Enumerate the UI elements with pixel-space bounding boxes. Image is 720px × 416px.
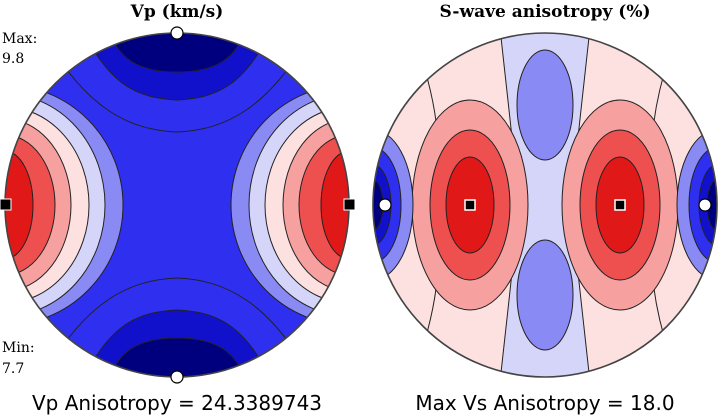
swave-min-marker — [698, 198, 712, 212]
swave-stereonet-outline — [372, 32, 718, 378]
swave-max-marker — [464, 199, 476, 211]
vp-min-label: Min: — [2, 340, 35, 356]
vp-band — [107, 33, 247, 73]
swave-max-marker — [614, 199, 626, 211]
vp-max-marker — [343, 198, 356, 211]
vp-contour-fills — [5, 33, 349, 377]
vp-anisotropy-caption: Vp Anisotropy = 24.3389743 — [32, 391, 322, 415]
vp-min-marker — [170, 26, 184, 40]
vp-max-label: Max: — [2, 31, 37, 47]
swave-panel: S-wave anisotropy (%) Max Vs Anisotropy … — [372, 2, 718, 415]
vp-band — [298, 134, 349, 276]
swave-band — [373, 147, 402, 263]
swave-contour-fills — [373, 33, 717, 377]
swave-min-marker — [378, 198, 392, 212]
swave-extrema-markers — [378, 198, 712, 212]
vp-contour-map — [5, 33, 349, 377]
vp-min-marker — [170, 370, 184, 384]
vp-panel: Vp (km/s) Max: 9.8 Min: 7.7 Vp Anisotrop… — [0, 2, 356, 415]
vp-band — [107, 337, 247, 377]
vp-max-value: 9.8 — [2, 51, 24, 67]
swave-contour-map — [373, 33, 717, 377]
swave-band — [688, 147, 717, 263]
vp-band — [5, 150, 34, 260]
vp-max-marker — [0, 198, 12, 211]
swave-anisotropy-caption: Max Vs Anisotropy = 18.0 — [415, 391, 674, 415]
vp-band — [320, 150, 349, 260]
swave-band — [516, 49, 574, 161]
vp-extrema-markers — [0, 26, 356, 384]
swave-title: S-wave anisotropy (%) — [439, 2, 650, 22]
vp-title: Vp (km/s) — [130, 2, 224, 22]
swave-band — [516, 239, 574, 351]
vp-band — [5, 134, 56, 276]
vp-min-value: 7.7 — [2, 361, 24, 377]
